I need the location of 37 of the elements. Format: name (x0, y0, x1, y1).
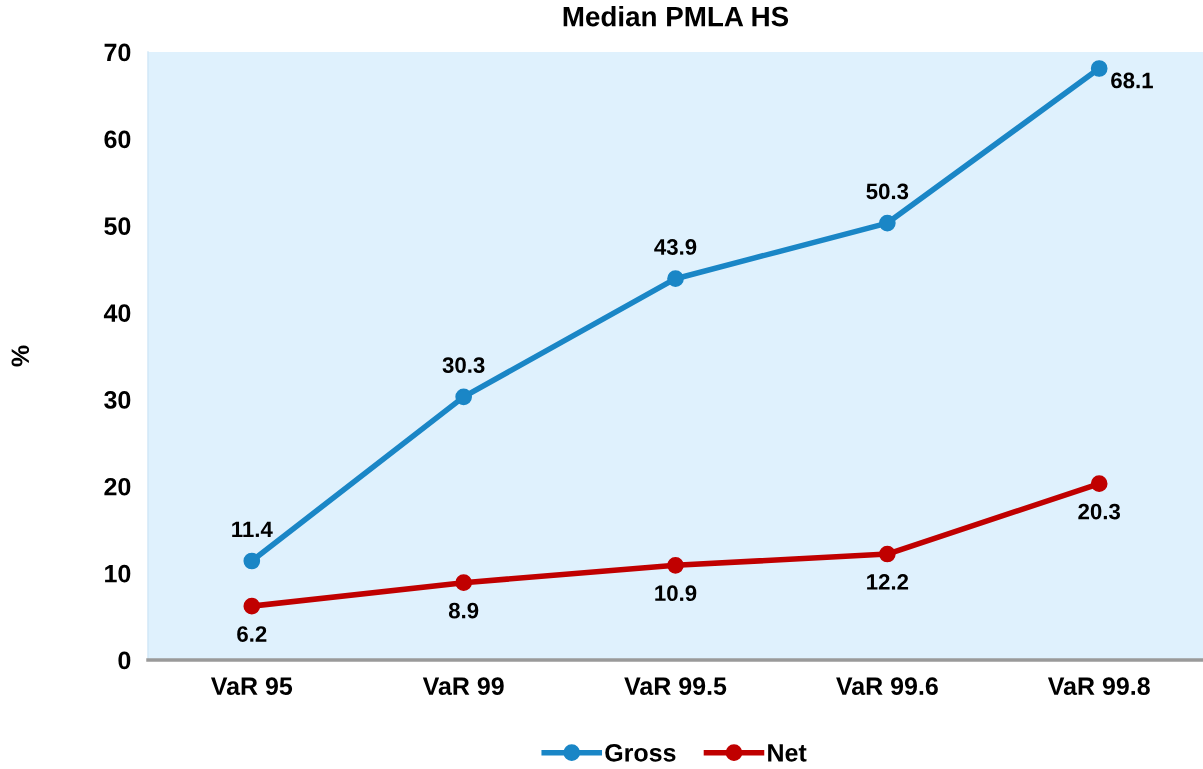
point (667, 556, 684, 574)
point (1090, 475, 1108, 493)
point (243, 597, 261, 615)
x-tick-label: VaR 99 (422, 677, 504, 696)
y-tick-label: 0 (118, 651, 131, 670)
point (667, 270, 684, 288)
data-label: 10.9 (655, 585, 697, 602)
y-axis-title: % (11, 345, 30, 367)
y-tick-label: 10 (105, 564, 131, 583)
data-label: 12.2 (867, 574, 909, 590)
data-label: 68.1 (1111, 72, 1153, 89)
y-tick-label: 70 (104, 43, 131, 62)
x-tick-label: VaR 99.5 (624, 677, 727, 696)
point (879, 545, 896, 563)
y-tick-label: 50 (104, 217, 131, 236)
point (455, 574, 472, 592)
y-tick-label: 20 (104, 477, 131, 496)
y-tick-label: 30 (104, 391, 131, 409)
data-label: 11.4 (232, 521, 273, 537)
y-tick-label: 40 (103, 304, 131, 322)
x-tick-label: VaR 99.6 (836, 677, 938, 696)
data-label: 30.3 (442, 357, 485, 374)
point (455, 388, 472, 406)
point (243, 552, 261, 570)
x-tick-label: VaR 99.8 (1047, 677, 1150, 696)
legend-label: Net (768, 744, 807, 762)
chart-title: Median PMLA HS (563, 6, 789, 27)
data-label: 8.9 (448, 602, 479, 619)
point (879, 214, 896, 232)
legend-label: Gross (605, 743, 676, 762)
data-label: 50.3 (866, 183, 909, 200)
data-label: 6.2 (237, 626, 267, 642)
y-tick-label: 60 (104, 130, 131, 149)
x-tick-label: VaR 95 (210, 677, 293, 696)
point (1090, 60, 1108, 77)
data-label: 43.9 (654, 239, 697, 255)
data-label: 20.3 (1078, 503, 1121, 520)
